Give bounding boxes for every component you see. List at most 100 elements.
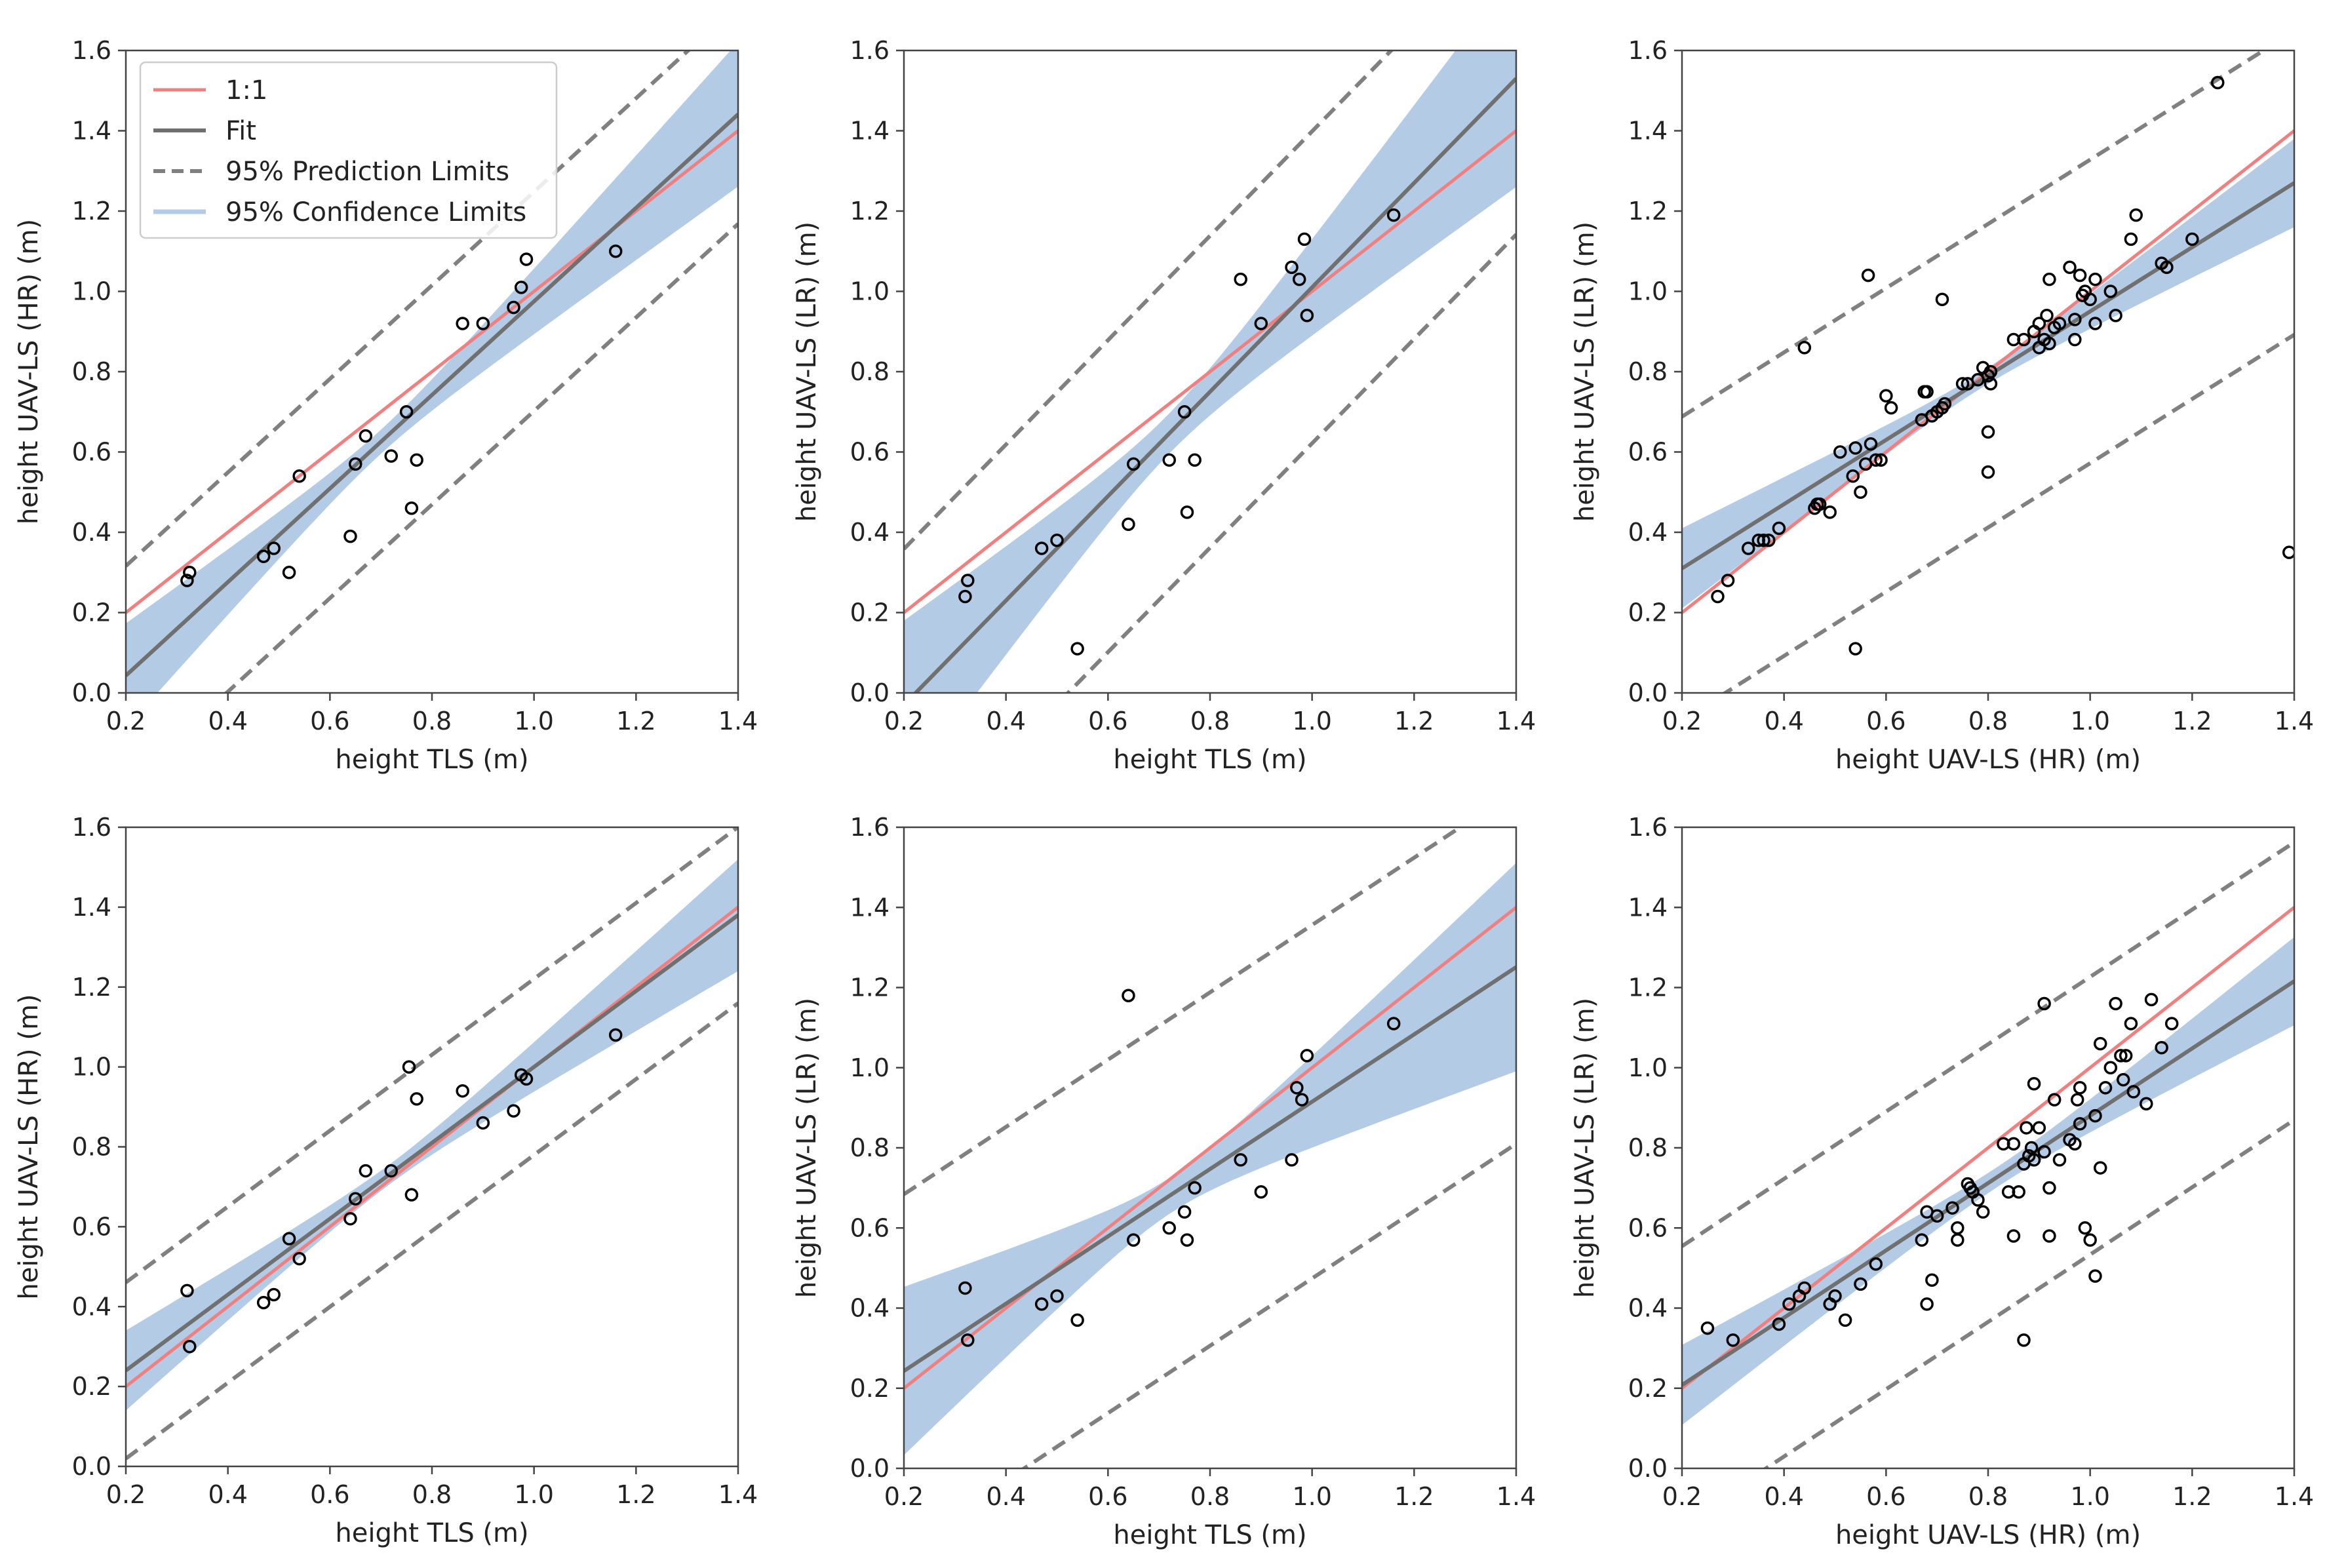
x-tick-label: 0.8 — [412, 1480, 452, 1509]
data-point — [2073, 1117, 2087, 1131]
y-axis-label: height UAV-LS (HR) (m) — [14, 994, 44, 1299]
y-tick-label: 0.4 — [72, 1292, 111, 1321]
y-tick-label: 0.6 — [1628, 1213, 1668, 1242]
data-point — [2070, 1093, 2084, 1107]
data-point — [1070, 642, 1084, 656]
data-point — [1127, 457, 1141, 471]
data-point — [1700, 1321, 1715, 1335]
data-point — [1122, 989, 1135, 1002]
data-point — [2124, 1017, 2138, 1030]
fit-line — [126, 913, 738, 1373]
data-point — [608, 1028, 623, 1042]
data-point — [1782, 1297, 1796, 1311]
data-point — [456, 1084, 469, 1098]
data-point — [476, 317, 490, 330]
x-tick-label: 1.2 — [1394, 707, 1434, 735]
data-point — [2282, 545, 2294, 559]
y-tick-label: 0.2 — [850, 1374, 890, 1403]
prediction-limit-upper — [1682, 50, 2267, 419]
prediction-limit-lower — [1762, 1118, 2294, 1468]
prediction-limit-lower — [224, 222, 738, 693]
y-tick-label: 1.4 — [850, 117, 890, 146]
data-point — [282, 566, 296, 579]
y-tick-label: 1.0 — [1628, 1053, 1668, 1082]
y-tick-label: 1.0 — [850, 277, 890, 306]
x-tick-label: 0.4 — [1764, 1482, 1803, 1511]
data-point — [1823, 505, 1837, 519]
x-tick-label: 0.6 — [1866, 707, 1906, 735]
data-point — [1180, 1233, 1194, 1247]
y-tick-label: 0.0 — [1628, 678, 1668, 707]
data-point — [1122, 517, 1135, 531]
data-point — [1034, 541, 1049, 555]
y-tick-label: 1.4 — [1628, 117, 1668, 146]
data-point — [1981, 425, 1995, 439]
data-point — [514, 281, 528, 294]
data-point — [1050, 534, 1064, 547]
data-point — [1034, 1297, 1049, 1311]
plot-area — [126, 827, 738, 1460]
data-point — [1981, 465, 1995, 479]
data-point — [1930, 1209, 1944, 1223]
legend-item-prediction-label: 95% Prediction Limits — [225, 157, 509, 187]
data-point — [1127, 1233, 1141, 1247]
y-tick-label: 0.0 — [850, 1454, 890, 1483]
data-point — [256, 1295, 271, 1310]
x-tick-label: 1.2 — [2172, 1482, 2212, 1511]
x-tick-label: 0.4 — [208, 1480, 247, 1509]
x-tick-label: 0.6 — [1088, 1482, 1127, 1511]
x-tick-label: 0.2 — [1662, 707, 1702, 735]
data-point — [1984, 364, 1998, 379]
y-axis-label: height UAV-LS (LR) (m) — [792, 222, 822, 522]
data-point — [2144, 992, 2159, 1007]
prediction-limit-lower — [1721, 333, 2294, 693]
data-point — [519, 252, 534, 266]
data-point — [2052, 317, 2067, 330]
y-tick-label: 0.0 — [72, 678, 111, 707]
x-tick-label: 0.8 — [1190, 707, 1230, 735]
one-to-one-line — [904, 906, 1516, 1390]
x-tick-label: 1.2 — [616, 1480, 655, 1509]
legend-box — [139, 61, 558, 239]
data-point — [1955, 377, 1970, 391]
y-tick-label: 1.6 — [72, 36, 111, 65]
data-point — [2129, 208, 2143, 222]
y-tick-label: 0.8 — [72, 357, 111, 386]
prediction-limit-upper — [904, 827, 1464, 1196]
data-point — [1386, 1017, 1401, 1030]
data-point — [1833, 445, 1847, 459]
x-tick-label: 1.4 — [2275, 1482, 2314, 1511]
y-tick-label: 1.2 — [850, 197, 890, 225]
data-point — [2006, 1137, 2021, 1151]
data-point — [1188, 1181, 1202, 1195]
data-point — [1386, 208, 1401, 222]
data-point — [2068, 1137, 2082, 1151]
data-point — [2124, 232, 2138, 246]
y-tick-label: 0.6 — [850, 438, 890, 467]
y-tick-label: 0.8 — [850, 1133, 890, 1162]
y-tick-label: 0.8 — [72, 1133, 111, 1162]
data-point — [2160, 260, 2174, 274]
chart-panel-5: 0.2 0.4 0.6 0.8 1.0 1.2 1.40.00.20.40.60.81.01… — [792, 813, 1536, 1550]
fit-line — [912, 77, 1516, 693]
y-tick-label: 1.0 — [1628, 277, 1668, 306]
y-tick-label: 1.6 — [1628, 813, 1668, 842]
y-tick-label: 1.0 — [72, 1053, 111, 1082]
data-point — [2020, 1121, 2033, 1135]
data-point — [961, 574, 975, 587]
plot-area — [904, 827, 1516, 1468]
data-point — [2073, 1081, 2087, 1095]
data-point — [349, 1192, 362, 1205]
data-point — [1711, 589, 1725, 604]
data-point — [1812, 497, 1827, 511]
one-to-one-line — [904, 129, 1516, 614]
data-point — [2119, 1049, 2133, 1063]
data-point — [456, 317, 469, 330]
data-point — [1869, 1257, 1883, 1271]
data-point — [1925, 1273, 1939, 1287]
data-point — [2043, 1181, 2056, 1195]
x-tick-label: 1.0 — [514, 707, 553, 735]
data-point — [410, 453, 423, 467]
plot-area — [1682, 50, 2294, 693]
x-tick-label: 1.4 — [718, 707, 758, 735]
